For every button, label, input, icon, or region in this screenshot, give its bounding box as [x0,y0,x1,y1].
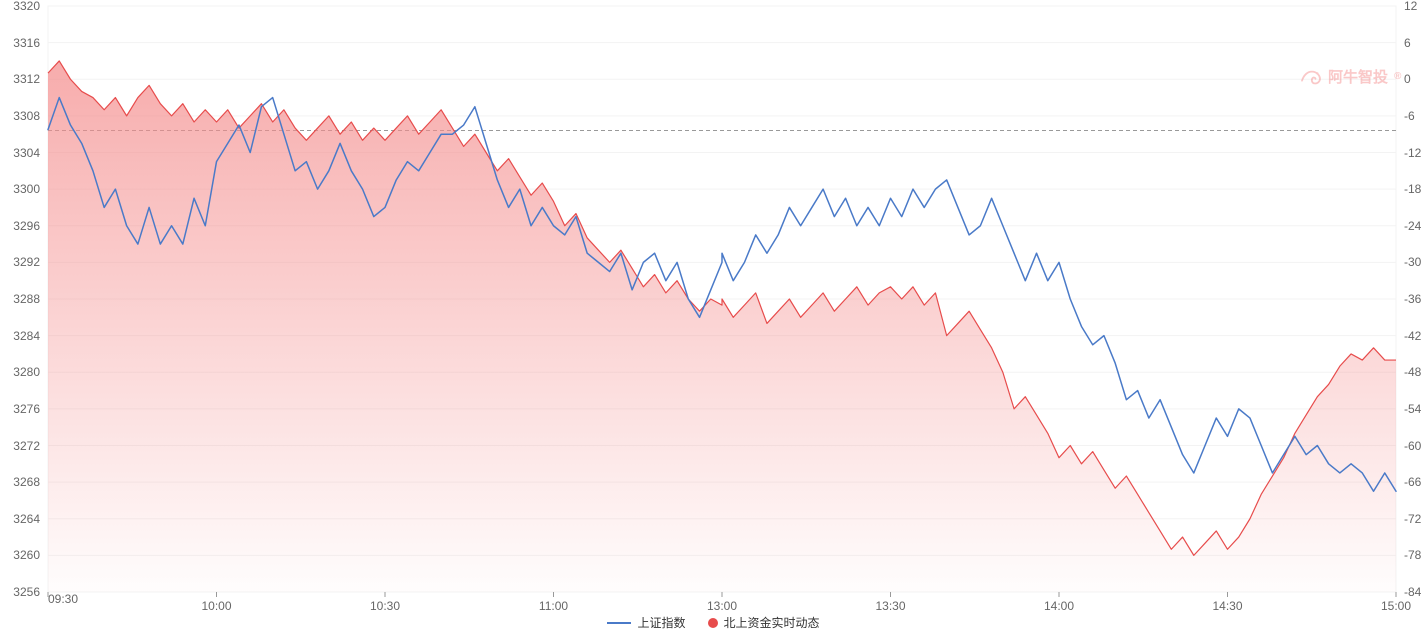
x-tick: 10:00 [201,599,231,613]
y-left-tick: 3312 [13,72,40,86]
y-left-tick: 3264 [13,512,40,526]
y-right-tick: 6 [1404,36,1411,50]
watermark-text: 阿牛智投 [1328,66,1388,87]
legend-item: 上证指数 [607,614,685,631]
y-left-tick: 3272 [13,439,40,453]
watermark: 阿牛智投 ® [1300,66,1401,87]
y-right-tick: -42 [1404,329,1421,343]
x-tick: 13:30 [875,599,905,613]
y-left-tick: 3280 [13,365,40,379]
y-left-tick: 3308 [13,109,40,123]
x-tick: 14:30 [1212,599,1242,613]
x-tick: 15:00 [1381,599,1411,613]
y-left-tick: 3288 [13,292,40,306]
y-right-tick: -48 [1404,365,1421,379]
y-right-tick: -78 [1404,548,1421,562]
y-left-tick: 3300 [13,182,40,196]
y-left-tick: 3304 [13,146,40,160]
y-right-tick: -84 [1404,585,1421,599]
legend-label: 上证指数 [637,614,685,631]
x-tick: 11:00 [539,599,568,613]
y-left-tick: 3292 [13,255,40,269]
x-tick: 14:00 [1044,599,1074,613]
y-right-tick: -18 [1404,182,1421,196]
y-left-tick: 3320 [13,0,40,13]
legend: 上证指数 北上资金实时动态 [0,614,1427,631]
y-right-tick: -72 [1404,512,1421,526]
legend-dot-icon [708,618,718,628]
y-left-tick: 3296 [13,219,40,233]
y-right-tick: -66 [1404,475,1421,489]
x-tick: 10:30 [370,599,400,613]
legend-label: 北上资金实时动态 [724,614,820,631]
y-left-tick: 3268 [13,475,40,489]
y-right-tick: -54 [1404,402,1421,416]
y-right-tick: -24 [1404,219,1421,233]
y-left-tick: 3276 [13,402,40,416]
x-tick: 09:30 [48,592,78,606]
y-left-tick: 3260 [13,548,40,562]
y-right-tick: -12 [1404,146,1421,160]
y-right-tick: 0 [1404,72,1411,86]
legend-line-icon [607,622,631,624]
y-right-tick: -6 [1404,109,1415,123]
y-left-tick: 3284 [13,329,40,343]
stock-intraday-chart: 3256 3260 3264 3268 3272 3276 3280 3284 3288 3292… [0,0,1427,632]
y-right-tick: -36 [1404,292,1421,306]
y-right-tick: -30 [1404,255,1421,269]
chart-canvas [0,0,1427,632]
y-right-tick: 12 [1404,0,1417,13]
y-left-tick: 3256 [13,585,40,599]
legend-item: 北上资金实时动态 [708,614,820,631]
y-left-tick: 3316 [13,36,40,50]
x-tick: 13:00 [707,599,737,613]
y-right-tick: -60 [1404,439,1421,453]
